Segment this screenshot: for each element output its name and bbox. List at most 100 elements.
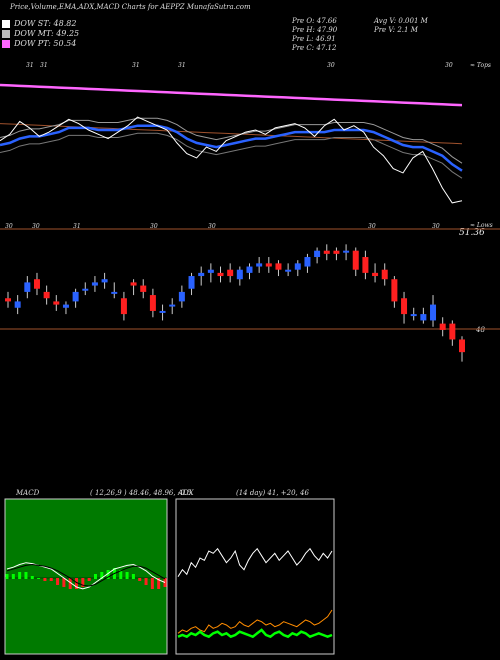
- top-tick: 31: [40, 62, 48, 69]
- candle-body: [62, 304, 69, 308]
- macd-histogram-bar: [37, 578, 41, 579]
- quote-close: Pre C: 47.12: [292, 44, 337, 52]
- legend-dow-mt: DOW MT: 49.25: [2, 29, 79, 38]
- candle-body: [72, 291, 79, 302]
- ema-band-lower-line: [0, 132, 463, 179]
- bottom-tick: 30: [368, 223, 376, 230]
- macd-histogram-bar: [18, 572, 22, 579]
- legend-label: DOW MT: 49.25: [14, 29, 80, 38]
- candle-body: [178, 291, 185, 302]
- macd-histogram-bar: [24, 572, 28, 579]
- candle-body: [256, 263, 263, 267]
- candle-body: [198, 272, 205, 277]
- candle-body: [130, 282, 137, 286]
- candle-body: [227, 269, 234, 277]
- macd-histogram-bar: [157, 578, 161, 589]
- candle-body: [459, 339, 465, 353]
- bottom-tick: 30: [432, 223, 440, 230]
- macd-histogram-bar: [150, 578, 154, 589]
- macd-signal-line: [6, 563, 166, 587]
- legend-dow-st: DOW ST: 48.82: [2, 19, 76, 28]
- adx-line: [177, 547, 333, 577]
- candle-body: [343, 250, 350, 253]
- candle-body: [33, 279, 40, 289]
- macd-histogram-bar: [62, 578, 66, 587]
- top-tick: 31: [178, 62, 186, 69]
- candle-body: [362, 257, 369, 273]
- ema-long-line: [0, 83, 463, 107]
- candle-body: [352, 250, 359, 270]
- adx-label: ADX: [178, 489, 194, 497]
- candle-body: [401, 298, 408, 315]
- macd-histogram-bar: [125, 572, 129, 579]
- adx-plus-di-line: [177, 628, 333, 639]
- candle-body: [217, 272, 224, 277]
- candle-body: [275, 263, 282, 270]
- adx-minus-di-line: [177, 609, 333, 634]
- adx-panel: [175, 498, 335, 655]
- ema-short-line: [0, 124, 463, 172]
- candle-body: [285, 269, 292, 272]
- macd-histogram-bar: [43, 578, 47, 581]
- chart-title: Price,Volume,EMA,ADX,MACD Charts for AEP…: [10, 3, 251, 11]
- quote-low: Pre L: 46.91: [292, 35, 336, 43]
- bottom-tick: 30: [32, 223, 40, 230]
- candle-body: [159, 310, 166, 313]
- ema-band-upper-line: [0, 117, 463, 164]
- candle-body: [5, 298, 11, 302]
- candle-body: [439, 323, 446, 330]
- candle-body: [236, 269, 243, 280]
- bottom-tick: 30: [150, 223, 158, 230]
- candle-body: [372, 272, 379, 277]
- bottom-axis-label: ≈ Lows: [470, 222, 493, 229]
- candle-body: [449, 323, 456, 340]
- candle-body: [304, 257, 311, 267]
- macd-histogram-bar: [138, 578, 142, 581]
- candle-body: [53, 301, 60, 305]
- macd-histogram-bar: [119, 570, 123, 579]
- macd-params: ( 12,26,9 ) 48.46, 48.96, -0.5: [90, 489, 192, 497]
- macd-histogram-bar: [106, 570, 110, 579]
- top-tick: 30: [445, 62, 453, 69]
- macd-histogram-bar: [49, 578, 53, 581]
- legend-swatch: [2, 29, 10, 38]
- quote-high: Pre H: 47.90: [292, 26, 338, 34]
- candle-body: [149, 295, 156, 311]
- macd-histogram-bar: [5, 574, 9, 579]
- candle-body: [265, 263, 272, 267]
- legend-label: DOW ST: 48.82: [14, 19, 77, 28]
- macd-histogram-bar: [75, 578, 79, 589]
- candle-body: [381, 269, 388, 280]
- candle-body: [188, 276, 195, 289]
- quote-open: Pre O: 47.66: [292, 17, 337, 25]
- macd-histogram-bar: [68, 578, 72, 589]
- top-tick: 31: [26, 62, 34, 69]
- macd-panel: [4, 498, 168, 655]
- adx-params: (14 day) 41, +20, 46: [236, 489, 309, 497]
- close-price-line: [0, 116, 463, 204]
- macd-histogram-bar: [144, 578, 148, 585]
- bottom-tick: 30: [208, 223, 216, 230]
- macd-histogram-bar: [81, 578, 85, 587]
- legend-swatch: [2, 19, 10, 28]
- candle-body: [111, 291, 118, 294]
- legend-label: DOW PT: 50.54: [14, 39, 77, 48]
- candle-body: [391, 279, 398, 302]
- candle-body: [333, 250, 340, 254]
- candle-body: [101, 279, 108, 283]
- top-tick: 31: [132, 62, 140, 69]
- price-ref-label: 48: [476, 326, 485, 334]
- candle-body: [120, 298, 127, 315]
- macd-histogram-bar: [100, 572, 104, 579]
- legend-swatch: [2, 39, 10, 48]
- quote-avg-volume: Avg V: 0.001 M: [374, 17, 428, 25]
- macd-histogram-bar: [93, 574, 97, 579]
- candle-body: [43, 291, 50, 299]
- quote-pre-volume: Pre V: 2.1 M: [374, 26, 418, 34]
- legend-dow-pt: DOW PT: 50.54: [2, 39, 76, 48]
- candle-body: [169, 304, 176, 307]
- candle-body: [410, 314, 417, 317]
- macd-histogram-bar: [56, 578, 60, 585]
- candle-body: [246, 266, 253, 273]
